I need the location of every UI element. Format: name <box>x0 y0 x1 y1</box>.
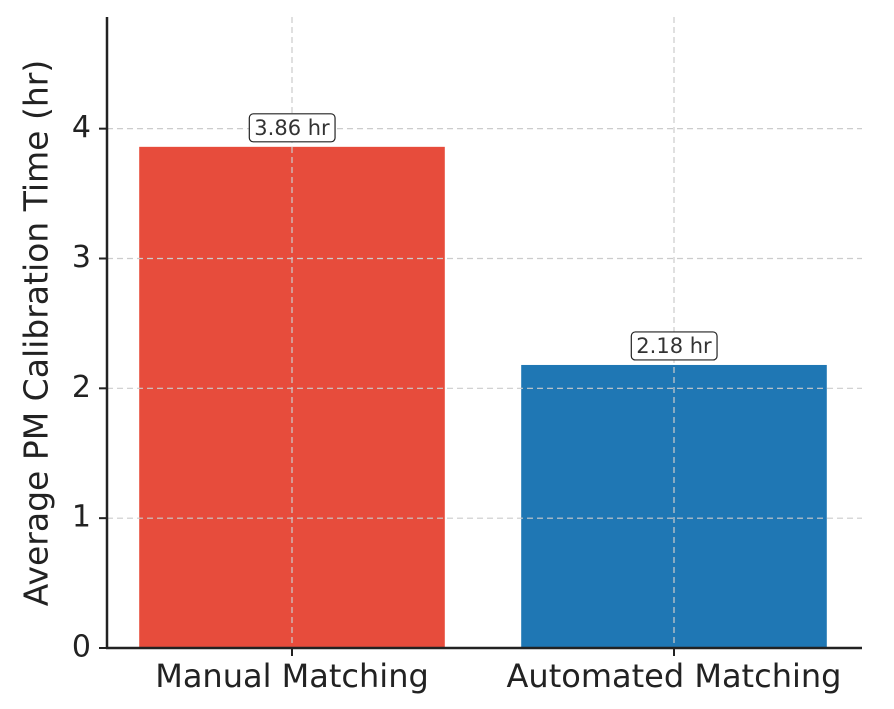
y-axis-label: Average PM Calibration Time (hr) <box>17 60 56 606</box>
y-tick-label: 3 <box>72 240 91 275</box>
value-label-box <box>248 113 336 143</box>
y-tick-label: 0 <box>72 630 91 665</box>
x-tick-label: Manual Matching <box>155 657 429 695</box>
bars <box>139 146 827 648</box>
y-tick-label: 4 <box>72 110 91 145</box>
value-label: 3.86 hr <box>254 116 330 140</box>
value-label: 2.18 hr <box>636 334 712 358</box>
x-tick-label: Automated Matching <box>507 657 842 695</box>
value-label-box <box>630 331 718 361</box>
y-tick-label: 1 <box>72 500 91 535</box>
y-tick-label: 2 <box>72 370 91 405</box>
